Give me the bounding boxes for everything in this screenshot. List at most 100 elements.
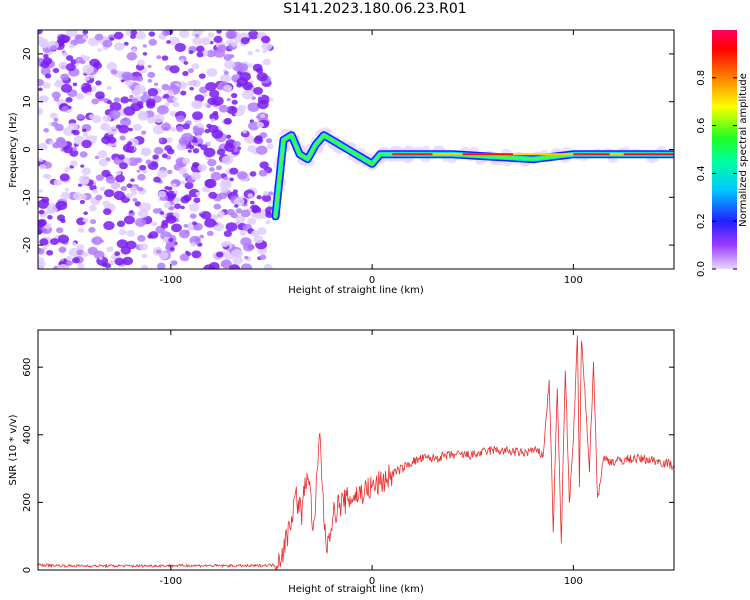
spectrogram-noise-blob [187,149,192,153]
spectrogram-noise-blob [127,157,139,167]
spectrogram-noise-blob [123,215,135,225]
spectrogram-noise-blob [128,127,133,132]
spectrogram-noise-blob [130,102,142,112]
spectrogram-noise-blob [130,178,135,182]
spectrogram-noise-blob [179,253,190,262]
spectrogram-noise-blob [101,125,109,131]
spectrogram-noise-blob [57,264,69,269]
spectrogram-noise-blob [95,80,102,86]
spectrogram-noise-blob [189,86,194,91]
spectrogram-noise-blob [174,42,186,52]
spectrogram-noise-blob [163,93,170,99]
snr-frame [37,329,675,571]
spectrogram-noise-blob [115,170,122,176]
spectrogram-noise-blob [109,37,114,41]
spectrogram-noise-blob [106,246,114,253]
spectrogram-noise-blob [230,41,238,47]
spectrogram-noise-blob [216,84,224,91]
spectrogram-noise-blob [212,111,219,116]
spectrogram-noise-blob [192,37,202,45]
spectrogram-noise-blob [248,121,260,131]
spectrogram-noise-blob [102,115,112,123]
spectrogram-noise-blob [52,67,60,74]
spectrogram-noise-blob [38,143,48,151]
spectrogram-noise-blob [99,239,104,243]
spectrogram-noise-blob [119,135,126,141]
spectrogram-noise-blob [129,186,138,193]
spectrogram-noise-blob [191,250,202,259]
spectrogram-noise-blob [231,99,238,105]
spectrogram-noise-blob [254,212,263,219]
spectrogram-noise-blob [134,201,142,207]
spectrogram-noise-blob [157,208,163,212]
spectrogram-noise-blob [235,215,246,223]
spectrogram-noise-blob [147,234,154,239]
spectrogram-noise-blob [207,32,215,38]
spectrogram-noise-blob [147,78,153,83]
spectrogram-noise-blob [172,97,178,102]
spectrogram-noise-blob [116,220,126,228]
spectrogram-noise-blob [268,191,274,196]
spectrogram-noise-blob [265,220,271,225]
spectrogram-noise-blob [182,157,191,165]
snr-panel: -100 0 100 0 200 400 600 Height of straight li… [8,329,675,595]
spectrogram-noise-blob [229,177,234,182]
spectrogram-noise-blob [72,82,78,87]
spectrogram-noise-blob [80,164,85,168]
spectrogram-noise-blob [142,52,148,56]
spectrogram-noise-blob [178,167,188,175]
spectrogram-noise-blob [89,219,97,225]
spectrogram-noise-blob [261,35,271,44]
spectrogram-noise-blob [184,229,190,234]
spectrogram-noise-blob [114,42,125,51]
spectrogram-noise-blob [169,36,180,46]
spectrogram-noise-blob [255,145,268,155]
spectrogram-noise-blob [68,247,81,258]
spectrogram-noise-blob [60,218,66,224]
spectrogram-noise-blob [232,189,238,194]
spectrogram-noise-blob [190,172,202,181]
spectrogram-noise-blob [230,92,238,99]
spectrogram-noise-blob [195,191,201,196]
spectrogram-noise-blob [97,150,108,159]
spectrogram-noise-blob [147,64,152,69]
spectrogram-noise-blob [190,242,197,247]
spectrogram-noise-blob [221,178,231,186]
spectrogram-noise-blob [163,202,172,209]
spectrogram-noise-blob [83,211,88,216]
spectrogram-noise-blob [145,159,152,165]
spectrogram-noise-blob [95,194,103,201]
spectrogram-noise-blob [71,129,77,134]
spectrogram-noise-blob [38,87,43,92]
spectrogram-noise-blob [226,97,231,102]
spectrogram-noise-blob [206,230,214,237]
spectrogram-noise-blob [94,33,104,41]
spectrogram-noise-blob [76,263,85,269]
spectrogram-noise-blob [220,186,229,193]
spectrogram-noise-blob [101,135,112,145]
spectrogram-noise-blob [209,167,215,172]
spectrogram-noise-blob [64,188,69,192]
spectrogram-noise-blob [125,79,134,87]
spectrogram-noise-blob [220,259,232,269]
spectrogram-noise-blob [102,200,111,207]
spectrogram-ytick-label: 20 [22,48,33,61]
spectrogram-noise-blob [226,208,235,216]
spectrogram-noise-blob [38,158,44,163]
spectrogram-noise-blob [158,138,163,142]
spectrogram-noise-blob [237,171,248,180]
spectrogram-noise-blob [216,251,224,258]
spectrogram-noise-blob [141,130,147,135]
ridge-inner [274,133,674,218]
spectrogram-noise-blob [140,264,149,269]
spectrogram-noise-blob [166,190,177,200]
spectrogram-noise-blob [116,239,128,249]
snr-ytick-label: 600 [22,358,33,377]
spectrogram-noise-blob [75,34,83,40]
spectrogram-noise-blob [86,91,92,96]
spectrogram-noise-blob [110,182,120,190]
spectrogram-noise-blob [247,217,257,225]
spectrogram-noise-blob [266,143,274,150]
spectrogram-ytick-label: -20 [22,237,33,253]
spectrogram-noise-blob [44,73,52,79]
